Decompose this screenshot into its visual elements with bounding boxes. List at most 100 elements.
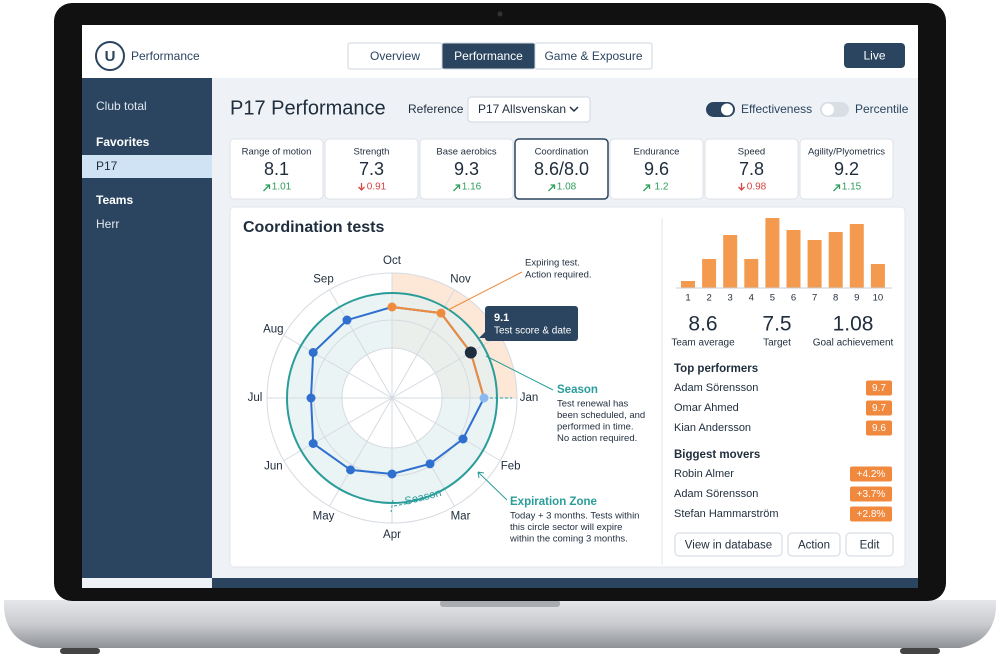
tab[interactable]: Game & Exposure: [534, 42, 653, 70]
month-label: Oct: [383, 255, 402, 267]
toggle-label[interactable]: Effectiveness: [741, 102, 812, 116]
score-point[interactable]: [308, 348, 318, 357]
sidebar-item[interactable]: P17: [96, 159, 118, 173]
score-point[interactable]: [436, 308, 446, 318]
kpi-card-bg[interactable]: [324, 138, 419, 200]
action-button-label[interactable]: View in database: [685, 540, 772, 552]
kpi-change[interactable]: 1.16: [462, 182, 482, 193]
score-point[interactable]: [458, 434, 468, 444]
trend-arrow[interactable]: [548, 184, 556, 192]
kpi-card-bg[interactable]: [799, 138, 894, 200]
live-button-label[interactable]: Live: [863, 49, 885, 63]
kpi-value[interactable]: 9.6: [644, 159, 669, 179]
action-button-label[interactable]: Edit: [860, 540, 881, 552]
person-name[interactable]: Robin Almer: [674, 468, 734, 480]
person-name[interactable]: Adam Sörensson: [674, 382, 758, 394]
stat-value: 8.6: [688, 313, 717, 336]
kpi-change[interactable]: 1.15: [842, 182, 862, 193]
person-name[interactable]: Stefan Hammarström: [674, 508, 779, 520]
kpi-label[interactable]: Endurance: [634, 147, 680, 158]
kpi-value[interactable]: 9.3: [454, 159, 479, 179]
kpi-value[interactable]: 8.6/8.0: [534, 159, 589, 179]
action-button[interactable]: Edit: [845, 532, 894, 557]
kpi-value[interactable]: 8.1: [264, 159, 289, 179]
dropdown-value[interactable]: P17 Allsvenskan: [478, 102, 566, 116]
score-point[interactable]: [308, 439, 318, 448]
person-name[interactable]: Kian Andersson: [674, 422, 751, 434]
action-button-label[interactable]: Action: [798, 540, 830, 552]
kpi-value[interactable]: 7.8: [739, 159, 764, 179]
sidebar-item[interactable]: Herr: [96, 217, 119, 231]
sidebar-selected[interactable]: [82, 155, 212, 178]
dropdown-box[interactable]: [467, 96, 591, 123]
score-point[interactable]: [306, 393, 316, 403]
score-point[interactable]: [479, 393, 489, 403]
action-button-bg[interactable]: [845, 532, 894, 557]
score-point[interactable]: [425, 459, 435, 469]
kpi-card-bg[interactable]: [514, 138, 609, 200]
kpi-card-bg[interactable]: [419, 138, 514, 200]
sidebar-item[interactable]: Club total: [96, 99, 147, 113]
toggle-knob[interactable]: [721, 103, 733, 116]
score-badge-label: +2.8%: [857, 509, 886, 520]
kpi-label[interactable]: Agility/Plyometrics: [808, 147, 885, 158]
kpi-label[interactable]: Speed: [738, 147, 765, 158]
kpi-change[interactable]: 0.98: [747, 182, 767, 193]
toggle[interactable]: Effectiveness: [706, 102, 812, 117]
tab[interactable]: Overview: [347, 42, 443, 70]
action-button-bg[interactable]: [674, 532, 783, 557]
kpi-card-bg[interactable]: [704, 138, 799, 200]
tab[interactable]: Performance: [441, 42, 536, 70]
toggle-knob[interactable]: [822, 103, 834, 116]
action-button[interactable]: View in database: [674, 532, 783, 557]
score-point[interactable]: [342, 315, 352, 325]
action-button[interactable]: Action: [787, 532, 841, 557]
person-name[interactable]: Omar Ahmed: [674, 402, 739, 414]
live-button-bg[interactable]: [844, 43, 905, 68]
tab-label[interactable]: Performance: [454, 49, 523, 63]
live-button[interactable]: Live: [844, 43, 905, 68]
chevron[interactable]: [569, 106, 579, 113]
kpi-change[interactable]: 1.01: [272, 182, 292, 193]
kpi-value[interactable]: 9.2: [834, 159, 859, 179]
tab-label[interactable]: Game & Exposure: [544, 49, 642, 63]
month-label: Sep: [313, 273, 333, 285]
toggle-label[interactable]: Percentile: [855, 102, 909, 116]
action-button-bg[interactable]: [787, 532, 841, 557]
kpi-label[interactable]: Coordination: [535, 147, 589, 158]
tab-bg[interactable]: [534, 42, 653, 70]
trend-arrow[interactable]: [738, 183, 745, 191]
kpi-card-bg[interactable]: [609, 138, 704, 200]
kpi-change[interactable]: 0.91: [367, 182, 387, 193]
score-point[interactable]: [387, 469, 397, 479]
trend-arrow[interactable]: [833, 184, 841, 192]
person-name[interactable]: Adam Sörensson: [674, 488, 758, 500]
month-label: Apr: [383, 529, 401, 541]
kpi-card-bg[interactable]: [229, 138, 324, 200]
score-point[interactable]: [464, 346, 477, 359]
trend-arrow[interactable]: [453, 184, 461, 192]
month-label: Jul: [248, 392, 263, 404]
kpi-change[interactable]: 1.08: [557, 182, 577, 193]
trend-arrow[interactable]: [358, 183, 365, 191]
score-point[interactable]: [346, 465, 355, 475]
toggle[interactable]: Percentile: [820, 102, 909, 117]
trend-arrow[interactable]: [643, 184, 651, 192]
kpi-label[interactable]: Strength: [354, 147, 390, 158]
laptop-foot: [900, 648, 940, 654]
kpi-change[interactable]: 1.2: [655, 182, 669, 193]
kpi-label[interactable]: Base aerobics: [436, 147, 496, 158]
tab-label[interactable]: Overview: [370, 49, 420, 63]
reference-dropdown[interactable]: P17 Allsvenskan: [467, 96, 591, 123]
trend-arrow[interactable]: [263, 184, 271, 192]
kpi-label[interactable]: Range of motion: [242, 147, 312, 158]
score-point[interactable]: [387, 302, 397, 312]
kpi-value[interactable]: 7.3: [359, 159, 384, 179]
